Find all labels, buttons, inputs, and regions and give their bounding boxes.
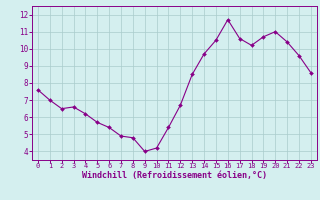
X-axis label: Windchill (Refroidissement éolien,°C): Windchill (Refroidissement éolien,°C) — [82, 171, 267, 180]
